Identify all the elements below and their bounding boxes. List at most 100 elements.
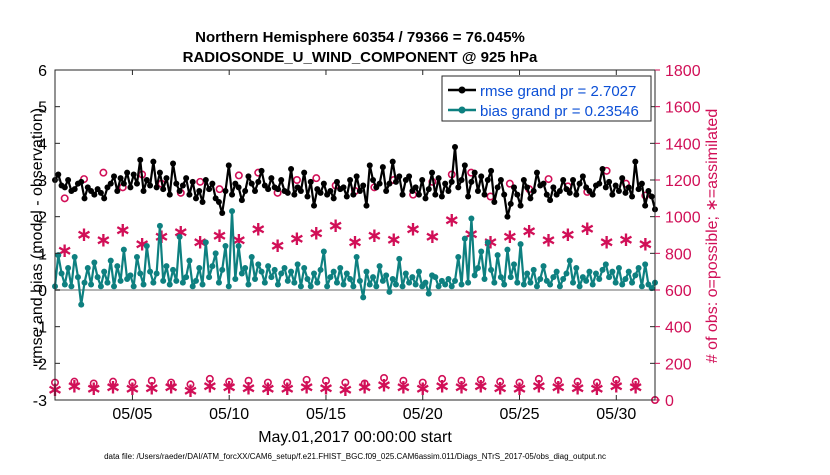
obs-possible-marker (292, 176, 301, 185)
bias-point (245, 281, 252, 288)
rmse-point (255, 178, 262, 185)
bias-point (324, 283, 331, 290)
bias-point (629, 279, 636, 286)
bias-point (497, 274, 504, 281)
rmse-point (520, 177, 527, 183)
rmse-point (360, 182, 367, 189)
bias-point (366, 281, 373, 288)
rmse-point (173, 180, 180, 187)
right-axis-tick-label: 800 (665, 246, 692, 263)
obs-assimilated-marker: ∗ (540, 230, 557, 252)
rmse-point (547, 197, 554, 204)
bias-point (494, 252, 501, 259)
rmse-point (497, 177, 504, 183)
bias-point (186, 257, 193, 264)
rmse-point (189, 178, 196, 185)
rmse-point (622, 189, 629, 196)
rmse-point (120, 180, 127, 187)
bias-point (320, 248, 327, 255)
rmse-point (238, 197, 245, 204)
rmse-point (533, 169, 540, 176)
rmse-point (376, 180, 383, 187)
bias-point (156, 222, 163, 229)
rmse-point (635, 186, 642, 193)
rmse-point (192, 195, 199, 202)
obs-assimilated-marker: ∗ (598, 232, 615, 254)
chart-marks: ∗∗ ∗ ∗∗ ∗ ∗ ∗ ∗ ∗ ∗∗ ∗ ∗ ∗∗ ∗ ∗ ∗ ∗∗∗ ∗ ∗ ∗ ∗ ∗∗ ∗ ∗∗ ∗ ∗ ∗ ∗ ∗ ∗ ∗ ∗ ∗… (47, 144, 659, 404)
bias-point (592, 270, 599, 277)
rmse-point (579, 173, 586, 180)
bias-point (343, 270, 350, 277)
bias-point (278, 270, 285, 277)
obs-assimilated-marker: ∗ (347, 232, 364, 254)
left-axis-tick-label: 3 (38, 173, 47, 190)
bias-point (71, 254, 78, 260)
bias-point (327, 274, 334, 281)
rmse-point (461, 162, 468, 169)
obs-possible-marker (215, 185, 224, 194)
bias-point (599, 266, 606, 273)
bias-point (570, 279, 577, 286)
right-axis-tick-label: 1200 (665, 173, 701, 190)
bias-point (238, 270, 245, 277)
rmse-point (206, 186, 213, 193)
obs-possible-marker (360, 379, 369, 388)
x-axis-tick-label: 05/10 (209, 406, 249, 423)
rmse-point (370, 177, 377, 183)
rmse-point (425, 186, 432, 193)
rmse-point (166, 191, 173, 198)
obs-possible-marker (612, 375, 621, 384)
rmse-point (219, 210, 226, 216)
obs-assimilated-marker: ∗ (560, 224, 577, 246)
bias-point (573, 265, 580, 271)
rmse-point (429, 169, 436, 176)
bias-point (101, 268, 108, 275)
obs-assimilated-marker: ∗ (356, 376, 373, 398)
rmse-point (566, 189, 573, 196)
bias-point (514, 279, 521, 286)
right-axis-tick-label: 600 (665, 283, 692, 300)
bias-point (74, 274, 81, 281)
obs-assimilated-marker: ∗ (530, 375, 547, 397)
legend-rmse-marker (458, 86, 466, 94)
bias-point (635, 265, 642, 271)
obs-assimilated-marker: ∗ (143, 377, 160, 399)
bias-point (284, 277, 291, 284)
rmse-point (347, 177, 354, 183)
obs-assimilated-marker: ∗ (308, 222, 325, 244)
rmse-series-line (54, 145, 657, 218)
obs-assimilated-marker: ∗ (376, 375, 393, 397)
bias-point (235, 243, 242, 249)
bias-point (524, 270, 531, 277)
rmse-point (117, 175, 124, 182)
rmse-point (333, 178, 340, 185)
bias-point (307, 283, 314, 290)
rmse-point (176, 188, 183, 194)
rmse-point (107, 180, 114, 187)
obs-assimilated-marker: ∗ (95, 230, 112, 252)
rmse-point (406, 173, 413, 180)
bias-point (632, 272, 639, 279)
rmse-point (419, 177, 426, 183)
obs-assimilated-marker: ∗ (637, 233, 654, 255)
bias-point (153, 270, 160, 277)
obs-assimilated-marker: ∗ (163, 376, 180, 398)
rmse-point (491, 199, 498, 205)
rmse-point (632, 158, 639, 165)
bias-point (612, 279, 619, 286)
left-axis-tick-label: 4 (38, 136, 47, 153)
chart-title: Northern Hemisphere 60354 / 79366 = 76.0… (195, 29, 525, 46)
x-axis-tick-label: 05/20 (403, 406, 443, 423)
left-axis-tick-label: 6 (38, 63, 47, 80)
bias-point (455, 254, 462, 260)
rmse-point (304, 193, 311, 200)
left-axis-tick-label: 1 (38, 246, 47, 263)
x-axis: 05/05 05/10 05/15 05/20 05/25 05/30 (112, 70, 636, 423)
bias-point (547, 281, 554, 288)
rmse-point (415, 191, 422, 198)
bias-point (504, 246, 511, 253)
bias-point (212, 250, 219, 257)
rmse-point (494, 184, 501, 191)
rmse-point (507, 200, 514, 207)
